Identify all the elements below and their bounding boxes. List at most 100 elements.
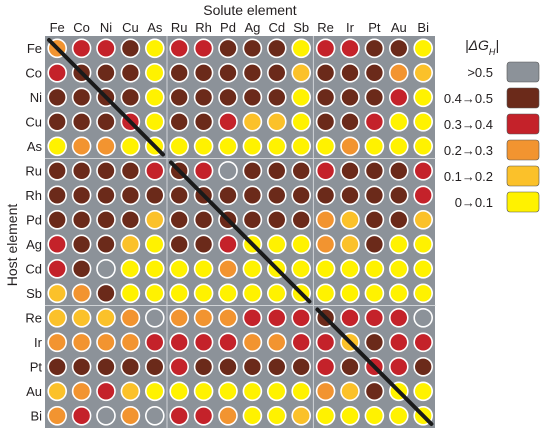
cell-fe-ag xyxy=(242,38,263,59)
row-label-as: As xyxy=(27,139,43,154)
cell-co-fe xyxy=(47,63,68,83)
row-label-re: Re xyxy=(25,310,42,325)
cell-sb-as xyxy=(145,283,165,304)
row-label-pd: Pd xyxy=(26,212,42,227)
row-tick-labels: Fe Co Ni Cu As Ru Rh Pd Ag Cd Sb Re Ir Pt Au Bi xyxy=(25,41,43,423)
cell-au-ir xyxy=(340,381,360,402)
cell-au-fe xyxy=(47,381,68,402)
cell-fe-bi xyxy=(413,38,434,59)
x-axis-title: Solute element xyxy=(203,2,297,18)
cell-as-ru xyxy=(169,136,189,157)
cell-cu-as xyxy=(145,112,165,132)
cell-ag-pt xyxy=(364,234,385,255)
cell-pt-au xyxy=(388,356,409,377)
cell-pd-bi xyxy=(413,210,434,230)
cell-ru-cu xyxy=(120,161,141,181)
cell-pd-au xyxy=(388,210,409,230)
cell-re-rh xyxy=(193,307,214,328)
cell-rh-as xyxy=(145,185,165,206)
cell-bi-co xyxy=(71,405,92,426)
cell-pd-rh xyxy=(193,210,214,230)
col-label-ir: Ir xyxy=(346,20,355,35)
row-label-cu: Cu xyxy=(25,114,42,129)
cell-fe-ir xyxy=(340,38,360,59)
cell-pt-ru xyxy=(169,356,189,377)
cell-ru-as xyxy=(145,161,165,181)
col-label-sb: Sb xyxy=(293,20,309,35)
cell-ag-re xyxy=(315,234,336,255)
cell-pt-bi xyxy=(413,356,434,377)
cell-fe-pd xyxy=(218,38,238,59)
cell-au-pd xyxy=(218,381,238,402)
cell-sb-cd xyxy=(266,283,287,304)
cell-bi-pt xyxy=(364,405,385,426)
cell-cu-rh xyxy=(193,112,214,132)
column-tick-labels: Fe Co Ni Cu As Ru Rh Pd Ag Cd Sb Re Ir Pt Au Bi xyxy=(50,20,429,35)
cell-re-au xyxy=(388,307,409,328)
cell-ru-rh xyxy=(193,161,214,181)
legend: |ΔGH| >0.5 0.4→0.5 0.3→0.4 0.2→0.3 0.1→0.2 0→… xyxy=(444,37,540,213)
cell-as-bi xyxy=(413,136,434,157)
cell-ru-sb xyxy=(291,161,312,181)
cell-au-rh xyxy=(193,381,214,402)
cell-rh-sb xyxy=(291,185,312,206)
cell-sb-rh xyxy=(193,283,214,304)
cell-ni-cd xyxy=(266,87,287,108)
cell-ni-re xyxy=(315,87,336,108)
cell-rh-re xyxy=(315,185,336,206)
cell-ag-au xyxy=(388,234,409,255)
col-label-cd: Cd xyxy=(268,20,285,35)
col-label-fe: Fe xyxy=(50,20,65,35)
block-diagonal xyxy=(169,160,312,304)
cell-fe-re xyxy=(315,38,336,59)
cell-pt-sb xyxy=(291,356,312,377)
cell-cu-au xyxy=(388,112,409,132)
cell-ni-ir xyxy=(340,87,360,108)
cell-re-co xyxy=(71,307,92,328)
cell-ir-sb xyxy=(291,332,312,353)
cell-rh-ir xyxy=(340,185,360,206)
legend-label: 0.4→0.5 xyxy=(444,91,493,106)
cell-rh-pd xyxy=(218,185,238,206)
cell-pt-cu xyxy=(120,356,141,377)
cell-pt-cd xyxy=(266,356,287,377)
cell-pd-cu xyxy=(120,210,141,230)
cell-au-as xyxy=(145,381,165,402)
cell-rh-bi xyxy=(413,185,434,206)
legend-swatch xyxy=(506,61,540,83)
cell-sb-bi xyxy=(413,283,434,304)
cell-bi-ru xyxy=(169,405,189,426)
cell-ir-ag xyxy=(242,332,263,353)
cell-as-cu xyxy=(120,136,141,157)
cell-cd-ag xyxy=(242,258,263,279)
block-diagonal xyxy=(315,307,434,426)
cell-ru-pt xyxy=(364,161,385,181)
cell-ag-fe xyxy=(47,234,68,255)
cell-as-ni xyxy=(96,136,116,157)
cell-cd-ir xyxy=(340,258,360,279)
cell-pd-ru xyxy=(169,210,189,230)
cell-cd-sb xyxy=(291,258,312,279)
col-label-pd: Pd xyxy=(220,20,236,35)
cell-ru-cd xyxy=(266,161,287,181)
cell-bi-ir xyxy=(340,405,360,426)
cell-bi-sb xyxy=(291,405,312,426)
cell-ni-as xyxy=(145,87,165,108)
cell-rh-ni xyxy=(96,185,116,206)
legend-swatch xyxy=(506,87,540,109)
cell-pd-fe xyxy=(47,210,68,230)
cell-pt-re xyxy=(315,356,336,377)
legend-label: >0.5 xyxy=(467,65,493,80)
cell-co-ru xyxy=(169,63,189,83)
cell-re-fe xyxy=(47,307,68,328)
cell-sb-ir xyxy=(340,283,360,304)
cell-ni-pt xyxy=(364,87,385,108)
cell-bi-rh xyxy=(193,405,214,426)
cell-ru-bi xyxy=(413,161,434,181)
cell-ru-ni xyxy=(96,161,116,181)
cell-rh-ag xyxy=(242,185,263,206)
cell-sb-ni xyxy=(96,283,116,304)
row-label-co: Co xyxy=(25,65,42,80)
cell-ir-ru xyxy=(169,332,189,353)
